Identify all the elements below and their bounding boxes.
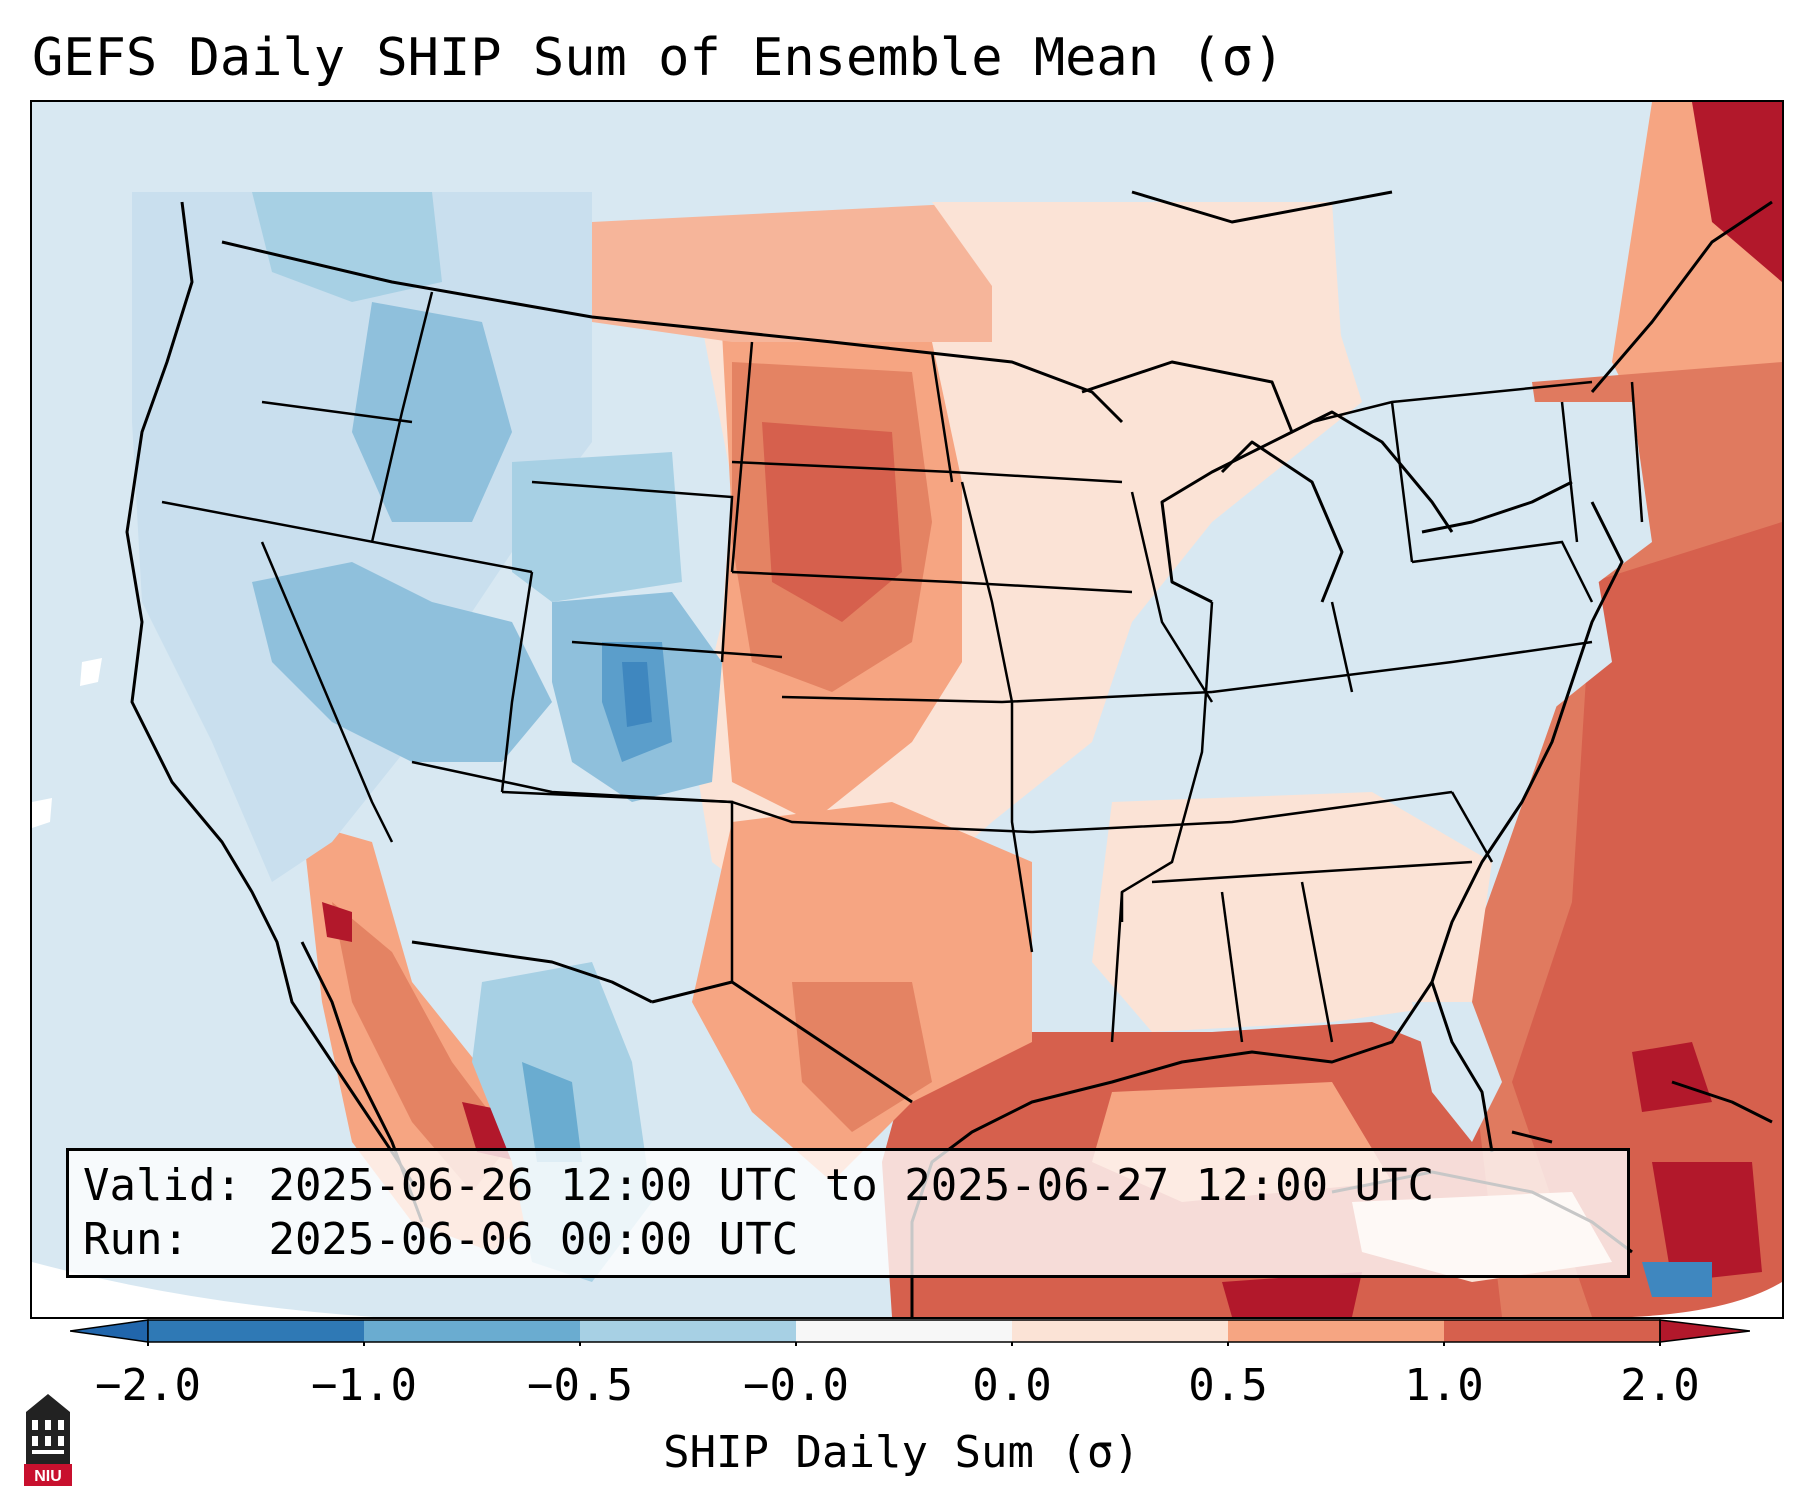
logo-text: NIU xyxy=(34,1468,62,1485)
coastlines-borders xyxy=(125,190,1773,1317)
chart-title: GEFS Daily SHIP Sum of Ensemble Mean (σ) xyxy=(32,28,1285,88)
colorbar-segment-2 xyxy=(364,1320,580,1342)
university-building-icon xyxy=(26,1394,70,1464)
run-value: 2025-06-06 00:00 UTC xyxy=(268,1214,799,1265)
anomaly-map xyxy=(32,102,1782,1317)
colorbar-tick-label: −2.0 xyxy=(95,1360,201,1411)
colorbar-tick-label: −0.5 xyxy=(527,1360,633,1411)
colorbar-tick-label: 0.0 xyxy=(972,1360,1052,1411)
colorbar-segment-3 xyxy=(580,1320,796,1342)
colorbar-tick-label: 1.0 xyxy=(1404,1360,1484,1411)
colorbar-tick-label: −0.0 xyxy=(743,1360,849,1411)
colorbar-segment-1 xyxy=(148,1320,364,1342)
map-panel xyxy=(30,100,1784,1319)
run-row: Run: 2025-06-06 00:00 UTC xyxy=(83,1213,1613,1267)
colorbar-segment-5 xyxy=(1012,1320,1228,1342)
colorbar-label: SHIP Daily Sum (σ) xyxy=(663,1427,1140,1478)
run-label: Run: xyxy=(83,1214,189,1265)
niu-logo: NIU xyxy=(24,1394,72,1486)
valid-value: 2025-06-26 12:00 UTC to 2025-06-27 12:00… xyxy=(268,1160,1435,1211)
valid-run-box: Valid: 2025-06-26 12:00 UTC to 2025-06-2… xyxy=(66,1148,1630,1278)
colorbar xyxy=(70,1319,1750,1346)
valid-label: Valid: xyxy=(83,1160,242,1211)
colorbar-segment-6 xyxy=(1228,1320,1444,1342)
colorbar-extend-low xyxy=(70,1319,149,1343)
colorbar-extend-high xyxy=(1659,1319,1750,1343)
colorbar-tick-label: 0.5 xyxy=(1188,1360,1268,1411)
state-borders xyxy=(161,291,1644,1043)
colorbar-tick-label: −1.0 xyxy=(311,1360,417,1411)
colorbar-segment-4 xyxy=(796,1320,1012,1342)
colorbar-segment-7 xyxy=(1444,1320,1660,1342)
valid-row: Valid: 2025-06-26 12:00 UTC to 2025-06-2… xyxy=(83,1159,1613,1213)
colorbar-tick-label: 2.0 xyxy=(1620,1360,1700,1411)
